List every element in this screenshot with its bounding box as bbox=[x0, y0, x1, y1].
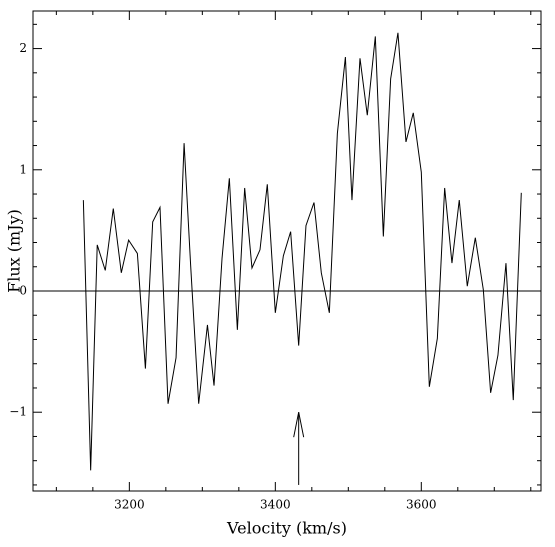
spectrum-line bbox=[82, 32, 522, 471]
y-tick-label: 0 bbox=[19, 284, 27, 298]
y-tick-label: 1 bbox=[19, 162, 27, 176]
x-tick-label: 3400 bbox=[260, 498, 291, 512]
x-tick-label: 3200 bbox=[114, 498, 145, 512]
y-tick-label: 2 bbox=[19, 41, 27, 55]
y-tick-label: −1 bbox=[9, 405, 27, 419]
x-tick-label: 3600 bbox=[406, 498, 437, 512]
y-axis-label: Flux (mJy) bbox=[5, 209, 24, 293]
x-axis-label: Velocity (km/s) bbox=[226, 519, 347, 538]
plot-frame bbox=[32, 10, 542, 492]
arrow-head bbox=[293, 412, 305, 438]
